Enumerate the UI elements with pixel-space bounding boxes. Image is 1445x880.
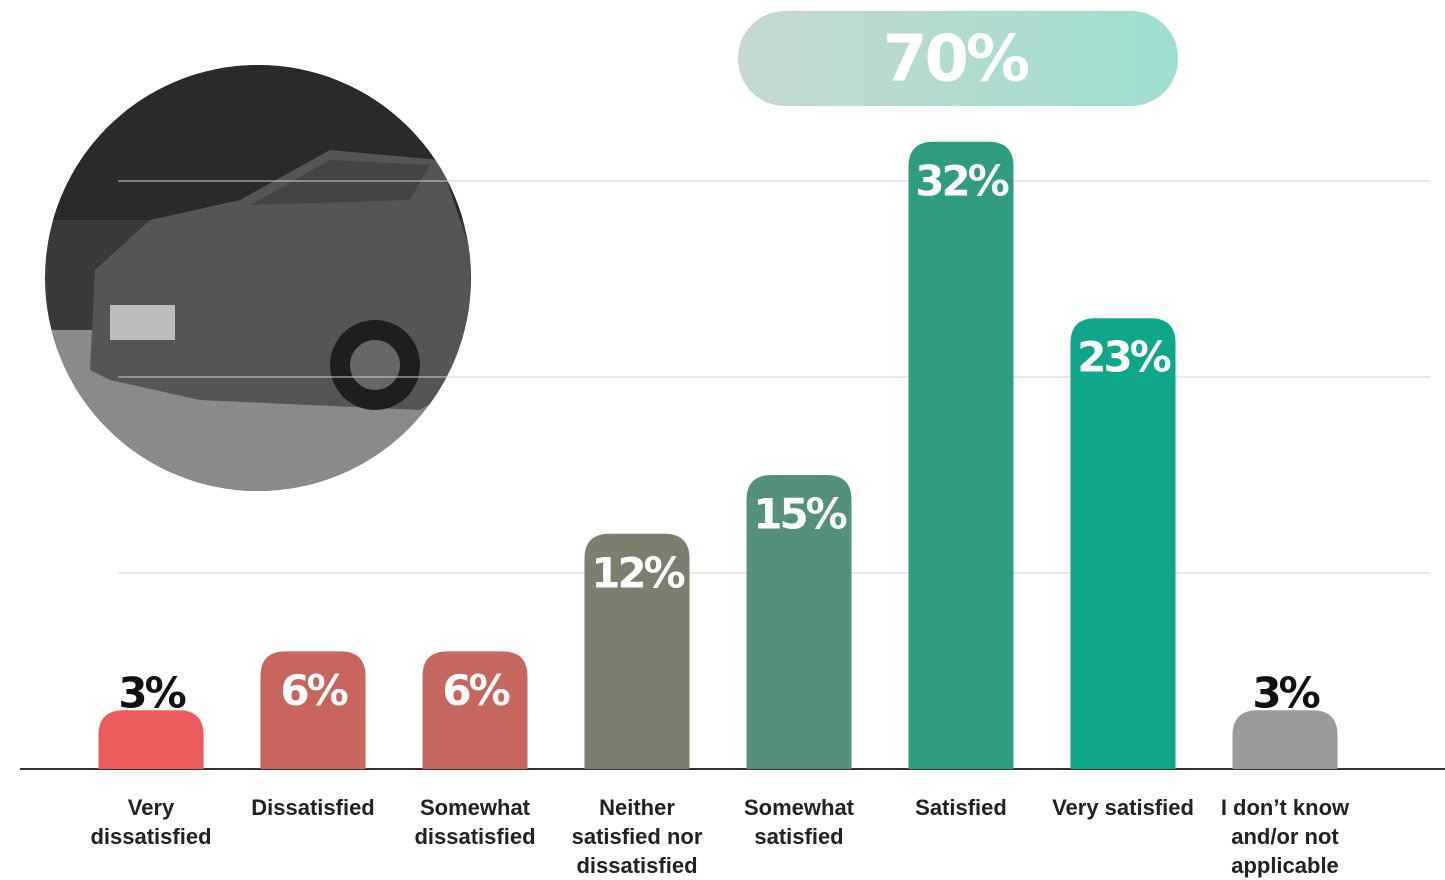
x-tick-label: Satisfied bbox=[915, 795, 1007, 820]
bar bbox=[98, 710, 204, 769]
bar bbox=[1232, 710, 1338, 769]
total-label: 70% bbox=[883, 23, 1029, 97]
x-tick-label: Very dissatisfied bbox=[90, 795, 212, 849]
bar bbox=[908, 141, 1014, 770]
bar bbox=[584, 533, 690, 769]
x-tick-label: I don’t know and/or not applicable bbox=[1220, 795, 1350, 878]
value-label: 15% bbox=[753, 490, 846, 539]
value-label: 32% bbox=[915, 156, 1008, 205]
x-tick-label: Neither satisfied nor dissatisfied bbox=[571, 795, 703, 878]
bar bbox=[1070, 318, 1176, 769]
value-label: 6% bbox=[280, 666, 347, 715]
value-label: 3% bbox=[118, 669, 185, 718]
total-banner bbox=[738, 11, 1178, 106]
x-tick-label: Very satisfied bbox=[1052, 795, 1194, 820]
value-label: 6% bbox=[442, 666, 509, 715]
bar bbox=[260, 651, 366, 769]
value-label: 12% bbox=[591, 548, 684, 597]
bar bbox=[422, 651, 528, 769]
x-tick-label: Somewhat dissatisfied bbox=[414, 795, 536, 849]
value-label: 3% bbox=[1252, 669, 1319, 718]
x-tick-label: Dissatisfied bbox=[251, 795, 375, 820]
car-photo bbox=[45, 65, 471, 491]
x-tick-label: Somewhat satisfied bbox=[743, 795, 855, 849]
bar bbox=[746, 475, 852, 769]
value-label: 23% bbox=[1077, 333, 1170, 382]
